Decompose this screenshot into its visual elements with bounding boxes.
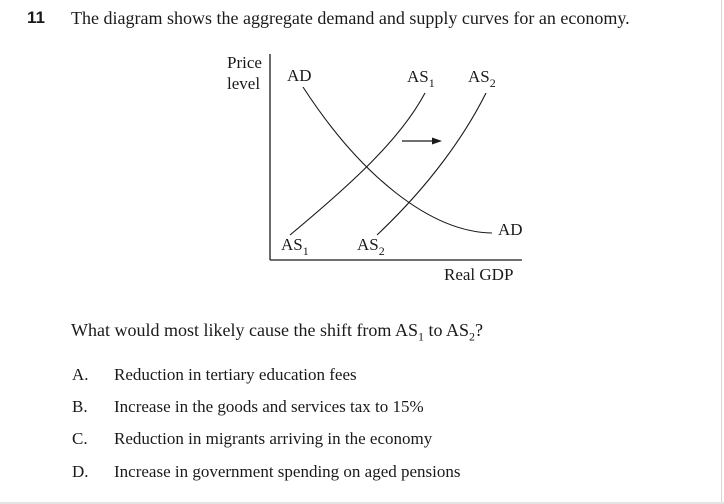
as2-label-top: AS2	[468, 67, 496, 90]
ad-curve	[302, 86, 493, 234]
option-d-letter: D.	[72, 462, 89, 481]
y-axis-label-price: Price	[227, 53, 262, 72]
option-a-text: Reduction in tertiary education fees	[114, 365, 357, 384]
option-b-letter: B.	[72, 397, 88, 416]
ad-label-end: AD	[498, 220, 523, 239]
option-a-letter: A.	[72, 365, 89, 384]
as2-label-bottom: AS2	[357, 235, 385, 258]
question-prompt: What would most likely cause the shift f…	[71, 320, 483, 344]
y-axis-label-level: level	[227, 74, 260, 93]
as1-label-bottom: AS1	[281, 235, 309, 258]
ad-label-top: AD	[287, 66, 312, 85]
option-d-text: Increase in government spending on aged …	[114, 462, 461, 481]
page-frame-right	[721, 0, 722, 504]
ad-as-diagram: Price level Real GDP AD AD AS1 AS2 AS1 A…	[227, 53, 523, 284]
as1-label-top: AS1	[407, 67, 435, 90]
as1-curve	[289, 92, 426, 236]
option-c-text: Reduction in migrants arriving in the ec…	[114, 429, 433, 448]
question-stem: The diagram shows the aggregate demand a…	[71, 8, 630, 28]
shift-arrow-head	[432, 137, 442, 145]
x-axis-label: Real GDP	[444, 265, 513, 284]
question-number: 11	[27, 8, 45, 27]
option-c-letter: C.	[72, 429, 88, 448]
as2-curve	[376, 92, 487, 236]
option-b-text: Increase in the goods and services tax t…	[114, 397, 424, 416]
page-frame-bottom	[0, 502, 724, 504]
